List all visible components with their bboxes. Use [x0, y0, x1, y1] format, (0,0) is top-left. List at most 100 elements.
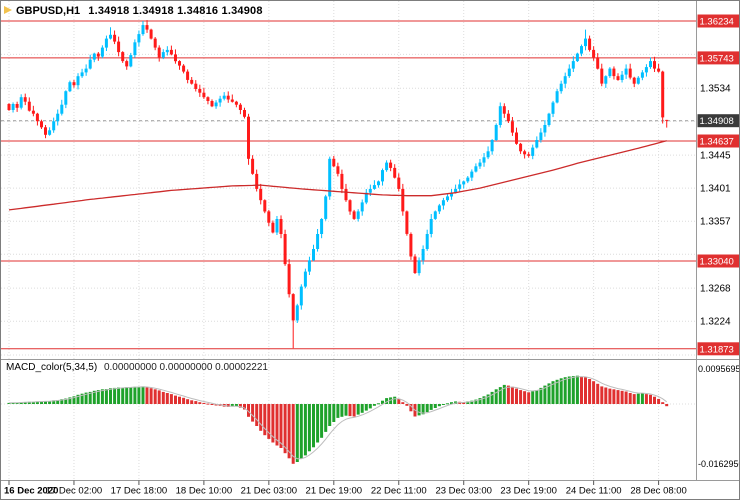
candle[interactable]: [409, 232, 413, 260]
candle[interactable]: [15, 101, 19, 112]
candle[interactable]: [44, 125, 47, 139]
candle[interactable]: [340, 169, 344, 194]
candle[interactable]: [324, 194, 328, 221]
candle[interactable]: [31, 105, 35, 117]
candle[interactable]: [141, 21, 145, 36]
candle[interactable]: [644, 64, 648, 77]
candle[interactable]: [478, 159, 482, 169]
candle[interactable]: [620, 71, 624, 83]
candle[interactable]: [584, 29, 587, 51]
candle[interactable]: [661, 70, 665, 124]
candle[interactable]: [104, 35, 108, 51]
candle[interactable]: [592, 46, 596, 61]
candle[interactable]: [640, 70, 644, 81]
candle[interactable]: [352, 209, 356, 220]
candle[interactable]: [510, 117, 514, 136]
candle[interactable]: [23, 93, 27, 106]
candle[interactable]: [466, 176, 470, 184]
candle[interactable]: [186, 69, 190, 84]
candle[interactable]: [649, 57, 652, 69]
candle[interactable]: [230, 94, 234, 103]
candle[interactable]: [372, 180, 376, 190]
candle[interactable]: [486, 146, 490, 160]
candle[interactable]: [27, 97, 31, 112]
candle[interactable]: [421, 245, 425, 265]
candle[interactable]: [413, 254, 417, 274]
candle[interactable]: [40, 119, 43, 129]
candle[interactable]: [60, 99, 64, 116]
candle[interactable]: [11, 102, 15, 113]
candle[interactable]: [462, 180, 466, 189]
candle[interactable]: [616, 73, 620, 81]
candle[interactable]: [397, 173, 401, 192]
candle[interactable]: [498, 102, 502, 128]
candle[interactable]: [68, 80, 72, 93]
candle[interactable]: [665, 119, 669, 128]
candle[interactable]: [458, 179, 462, 192]
candle[interactable]: [92, 52, 96, 63]
candle[interactable]: [531, 144, 535, 160]
candle[interactable]: [571, 56, 575, 72]
candle[interactable]: [332, 155, 336, 168]
candle[interactable]: [137, 30, 141, 47]
candle[interactable]: [539, 128, 543, 143]
candle[interactable]: [653, 56, 656, 72]
candle[interactable]: [555, 88, 559, 104]
candle[interactable]: [502, 103, 506, 118]
candle[interactable]: [344, 183, 348, 202]
candle[interactable]: [165, 46, 169, 56]
candle[interactable]: [519, 142, 523, 154]
candle[interactable]: [287, 259, 291, 298]
candle[interactable]: [226, 91, 230, 103]
candle[interactable]: [64, 90, 68, 109]
candle[interactable]: [291, 293, 295, 349]
candle[interactable]: [523, 149, 527, 159]
candle[interactable]: [202, 87, 206, 99]
candle[interactable]: [474, 163, 478, 173]
candle[interactable]: [417, 257, 421, 276]
candle[interactable]: [636, 76, 640, 85]
candle[interactable]: [401, 183, 405, 216]
candle[interactable]: [88, 54, 92, 70]
candle[interactable]: [234, 100, 238, 108]
candle[interactable]: [96, 52, 100, 61]
candle[interactable]: [628, 63, 632, 80]
candle[interactable]: [145, 20, 149, 33]
candle[interactable]: [182, 64, 186, 74]
candle[interactable]: [206, 96, 210, 105]
candle[interactable]: [210, 99, 214, 108]
candle[interactable]: [441, 197, 445, 210]
candle[interactable]: [425, 229, 429, 251]
candle[interactable]: [559, 80, 563, 94]
candle[interactable]: [279, 215, 283, 239]
candle[interactable]: [580, 44, 583, 57]
candle[interactable]: [243, 107, 246, 119]
candle[interactable]: [56, 109, 60, 126]
candle[interactable]: [76, 73, 80, 90]
candle[interactable]: [19, 94, 23, 110]
candle[interactable]: [247, 113, 250, 165]
candle[interactable]: [381, 168, 384, 186]
candle[interactable]: [624, 64, 628, 79]
candle[interactable]: [360, 199, 364, 216]
candle[interactable]: [543, 120, 547, 137]
candle[interactable]: [295, 303, 299, 323]
candle[interactable]: [299, 284, 303, 310]
candle[interactable]: [312, 244, 315, 262]
candle[interactable]: [174, 49, 177, 64]
candle[interactable]: [263, 199, 267, 214]
candle[interactable]: [612, 66, 616, 80]
candle[interactable]: [194, 80, 198, 92]
candle[interactable]: [133, 39, 137, 58]
candle[interactable]: [153, 37, 157, 51]
candle[interactable]: [328, 156, 332, 200]
candle[interactable]: [117, 36, 121, 57]
candle[interactable]: [48, 127, 52, 136]
candle[interactable]: [80, 68, 84, 78]
candle[interactable]: [385, 160, 389, 172]
candle[interactable]: [433, 210, 437, 220]
candle[interactable]: [632, 76, 636, 88]
candle[interactable]: [190, 77, 194, 85]
candle[interactable]: [214, 100, 218, 109]
candle[interactable]: [316, 229, 320, 252]
